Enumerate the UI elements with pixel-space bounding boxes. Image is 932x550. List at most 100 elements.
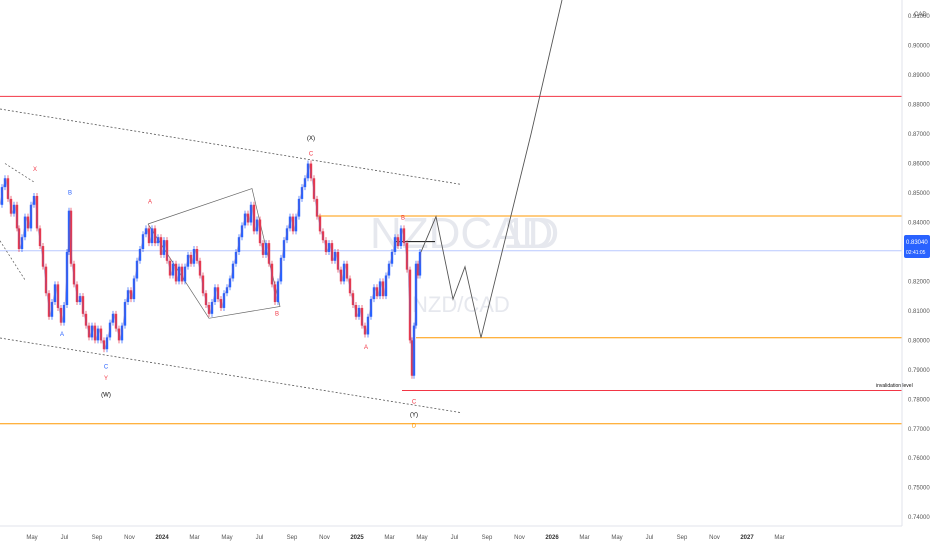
candle-body bbox=[345, 263, 349, 279]
x-tick-label: Nov bbox=[124, 535, 135, 541]
candle-body bbox=[123, 302, 127, 326]
candle-body bbox=[84, 313, 88, 326]
candle-body bbox=[72, 263, 76, 285]
candle-body bbox=[153, 228, 157, 244]
candle-body bbox=[75, 284, 79, 303]
candle-body bbox=[0, 187, 4, 205]
x-tick-label: Jul bbox=[256, 535, 264, 541]
candle-body bbox=[270, 263, 274, 285]
price-line bbox=[0, 163, 422, 376]
candle-body bbox=[99, 328, 103, 341]
y-tick-label: 0.91000 bbox=[908, 14, 930, 20]
candle-body bbox=[108, 322, 112, 338]
projection-path bbox=[420, 0, 563, 338]
candle-body bbox=[231, 263, 235, 279]
y-tick-label: 0.90000 bbox=[908, 44, 930, 50]
candle-body bbox=[351, 293, 355, 305]
candle-body bbox=[339, 269, 343, 282]
projection-line bbox=[420, 0, 563, 338]
candle-body bbox=[309, 163, 313, 179]
candle-body bbox=[53, 284, 57, 303]
time-axis[interactable]: May Jul Sep Nov 2024 Mar May Jul Sep Nov 2025 Mar Ma… bbox=[0, 525, 902, 541]
triangle-pattern bbox=[147, 188, 281, 319]
candle-body bbox=[15, 204, 19, 229]
price-series bbox=[0, 160, 422, 379]
candle-body bbox=[168, 260, 172, 276]
candle-body bbox=[321, 231, 325, 241]
watermark-sub: NZD/CAD bbox=[412, 292, 510, 317]
candle-body bbox=[279, 257, 283, 282]
candle-body bbox=[210, 302, 214, 314]
pattern-drawings bbox=[0, 108, 461, 413]
candle-body bbox=[114, 313, 118, 329]
y-tick-label: 0.87000 bbox=[908, 132, 930, 138]
candle-body bbox=[249, 204, 253, 223]
candle-body bbox=[390, 251, 394, 264]
candle-body bbox=[354, 304, 358, 317]
wave-label: C bbox=[104, 364, 109, 370]
candle-body bbox=[35, 195, 39, 229]
wave-label: C bbox=[412, 400, 417, 406]
candle-body bbox=[96, 328, 100, 341]
candle-body bbox=[228, 278, 232, 288]
candle-body bbox=[62, 304, 66, 323]
wave-label: B bbox=[275, 311, 279, 317]
candle-body bbox=[44, 266, 48, 294]
y-tick-label: 0.82000 bbox=[908, 279, 930, 285]
candle-body bbox=[147, 228, 151, 244]
wedge-line bbox=[4, 163, 36, 183]
y-tick-label: 0.77000 bbox=[908, 427, 930, 433]
candle-body bbox=[297, 198, 301, 217]
candle-body bbox=[135, 260, 139, 279]
candle-body bbox=[111, 313, 115, 323]
candle-body bbox=[225, 287, 229, 294]
candle-body bbox=[261, 243, 265, 255]
candle-body bbox=[198, 260, 202, 276]
candle-body bbox=[357, 307, 361, 317]
candle-body bbox=[219, 299, 223, 308]
candle-body bbox=[186, 254, 190, 267]
candle-body bbox=[105, 337, 109, 350]
candle-body bbox=[396, 237, 400, 247]
candle-body bbox=[291, 216, 295, 232]
candle-body bbox=[32, 195, 36, 205]
price-axis[interactable]: CAD 0.91000 0.90000 0.89000 0.88000 0.87000 0… bbox=[901, 0, 930, 526]
wave-label: (Y) bbox=[410, 412, 418, 418]
candle-body bbox=[222, 293, 226, 308]
candle-body bbox=[174, 263, 178, 282]
candle-body bbox=[342, 263, 346, 282]
candle-body bbox=[402, 228, 406, 244]
candle-body bbox=[405, 243, 409, 270]
candle-body bbox=[399, 228, 403, 247]
candle-body bbox=[183, 266, 187, 282]
candle-body bbox=[237, 237, 241, 252]
candle-body bbox=[180, 266, 184, 282]
candle-body bbox=[144, 228, 148, 235]
watermark-interval: 1D bbox=[503, 209, 559, 258]
countdown: 02:41:05 bbox=[906, 250, 926, 256]
candle-body bbox=[282, 240, 286, 258]
candle-body bbox=[20, 237, 24, 250]
candle-body bbox=[192, 249, 196, 264]
candle-body bbox=[102, 340, 106, 350]
candle-body bbox=[348, 278, 352, 294]
candle-body bbox=[243, 213, 247, 226]
wave-label: B bbox=[68, 190, 72, 196]
candle-body bbox=[47, 293, 51, 317]
x-tick-label: 2025 bbox=[350, 535, 364, 541]
candle-body bbox=[333, 251, 337, 261]
wave-label: (W) bbox=[101, 392, 111, 398]
candle-body bbox=[255, 219, 259, 232]
candle-body bbox=[234, 251, 238, 264]
last-price-marker: 0.83040 02:41:05 bbox=[904, 235, 930, 258]
x-tick-label: Mar bbox=[579, 535, 589, 541]
candle-body bbox=[294, 216, 298, 232]
wave-label: Y bbox=[104, 376, 108, 382]
candle-body bbox=[6, 178, 10, 199]
candle-body bbox=[369, 299, 373, 317]
candle-body bbox=[258, 219, 262, 244]
candle-body bbox=[267, 243, 271, 264]
candle-body bbox=[363, 325, 367, 335]
